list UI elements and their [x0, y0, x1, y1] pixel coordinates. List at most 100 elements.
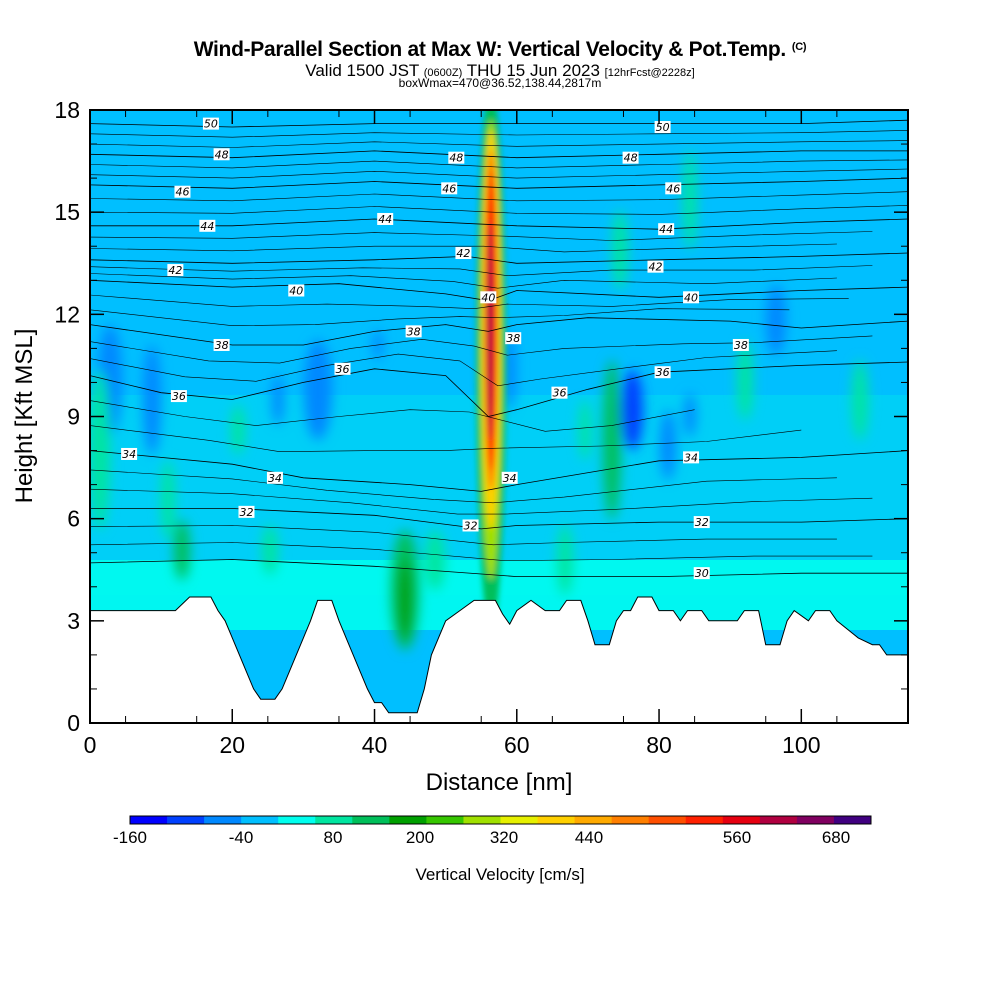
contour-label-box	[202, 117, 219, 130]
contour-label: 30	[695, 567, 709, 580]
updraft-blob	[231, 405, 245, 455]
updraft-blob	[737, 340, 753, 420]
contour-label: 38	[506, 332, 520, 345]
y-axis-label: Height [Kft MSL]	[11, 329, 38, 504]
contour-label: 42	[168, 264, 182, 277]
updraft-blob	[425, 530, 445, 590]
colorbar-swatch	[611, 816, 650, 824]
contour-label: 32	[464, 519, 478, 532]
y-tick-label: 0	[67, 710, 80, 736]
theta-contour-line	[90, 191, 908, 202]
theta-contour-line	[90, 559, 908, 577]
contour-label: 40	[684, 291, 698, 304]
contour-label: 36	[172, 390, 186, 403]
copyright-mark: (C)	[791, 41, 807, 53]
colorbar-tick-label: -160	[113, 828, 147, 847]
downdraft-blob	[304, 340, 332, 440]
theta-contour-line	[90, 243, 837, 253]
theta-contour-line	[90, 469, 837, 504]
colorbar-tick-label: 320	[490, 828, 518, 847]
colorbar-swatch	[241, 816, 279, 824]
y-tick-label: 15	[54, 199, 80, 225]
theta-contour-line	[90, 218, 908, 230]
updraft-blob	[90, 370, 110, 530]
colorbar-tick-label: 680	[822, 828, 850, 847]
colorbar: -160 -40 80 200 320 440 560 680	[113, 815, 872, 847]
contour-label: 44	[200, 220, 214, 233]
contour-label-box	[448, 151, 465, 164]
contour-label-box	[683, 451, 700, 464]
y-tick-label: 18	[54, 97, 80, 123]
updraft-blob	[852, 360, 868, 440]
contour-label: 34	[503, 472, 517, 485]
contour-label-box	[665, 182, 682, 195]
theta-contour-line	[90, 542, 873, 562]
theta-contour-line	[90, 317, 908, 346]
theta-contour-line	[90, 308, 790, 327]
colorbar-swatch	[759, 816, 798, 824]
updraft-blob	[683, 150, 697, 250]
colorbar-tick-label: 440	[575, 828, 603, 847]
contour-label-box	[654, 366, 671, 379]
contour-label: 32	[239, 506, 253, 519]
downdraft-blob	[504, 330, 516, 410]
contour-label-box	[455, 247, 472, 260]
theta-contour-line	[90, 231, 873, 241]
theta-contour-line	[90, 265, 873, 277]
contour-label: 42	[456, 247, 470, 260]
theta-contour-line	[90, 177, 908, 189]
contour-label: 36	[336, 363, 350, 376]
contour-label: 36	[552, 387, 566, 400]
colorbar-swatch	[574, 816, 613, 824]
updraft-blob	[603, 360, 621, 520]
downdraft-blob	[621, 370, 643, 450]
x-tick-label: 20	[219, 732, 245, 758]
colorbar-tick-label: 200	[406, 828, 434, 847]
contour-label: 48	[215, 148, 229, 161]
contour-label-box	[167, 264, 184, 277]
colorbar-swatch	[537, 816, 576, 824]
contour-label-box	[647, 260, 664, 273]
theta-contour-line	[90, 273, 837, 289]
colorbar-swatch	[685, 816, 724, 824]
colorbar-swatch	[722, 816, 761, 824]
y-tick-label: 9	[67, 404, 80, 430]
contour-label-box	[501, 471, 518, 484]
contour-label-box	[121, 447, 138, 460]
contour-label-box	[199, 219, 216, 232]
contour-label: 34	[122, 448, 136, 461]
contour-label-box	[480, 291, 497, 304]
contour-label-box	[654, 121, 671, 134]
contour-label-box	[441, 182, 458, 195]
colorbar-tick-label: -40	[229, 828, 254, 847]
x-tick-label: 40	[362, 732, 388, 758]
x-axis-label: Distance [nm]	[426, 769, 573, 796]
downdraft-blob	[272, 375, 284, 425]
y-tick-label: 6	[67, 506, 80, 532]
theta-contour-line	[90, 350, 837, 387]
contour-label-box	[683, 291, 700, 304]
downdraft-blob	[660, 410, 676, 480]
theta-contour-line	[90, 159, 908, 169]
colorbar-swatch	[389, 816, 427, 824]
contour-label-box	[462, 519, 479, 532]
x-tick-label: 0	[84, 732, 97, 758]
theta-contour-line	[90, 400, 695, 432]
contour-label: 34	[684, 451, 698, 464]
updraft-blob	[262, 525, 278, 575]
downdraft-blob	[684, 393, 696, 437]
colorbar-title: Vertical Velocity [cm/s]	[415, 865, 584, 884]
theta-contour-line	[90, 130, 908, 138]
contour-label: 46	[442, 182, 456, 195]
contour-label-box	[405, 325, 422, 338]
contour-label: 48	[624, 152, 638, 165]
contour-label: 46	[666, 182, 680, 195]
contour-label: 42	[648, 261, 662, 274]
colorbar-swatch	[426, 816, 464, 824]
theta-contour-line	[90, 425, 802, 453]
contour-label-box	[213, 148, 230, 161]
contour-label: 38	[407, 325, 421, 338]
colorbar-swatch	[130, 816, 168, 824]
contour-label-box	[334, 362, 351, 375]
